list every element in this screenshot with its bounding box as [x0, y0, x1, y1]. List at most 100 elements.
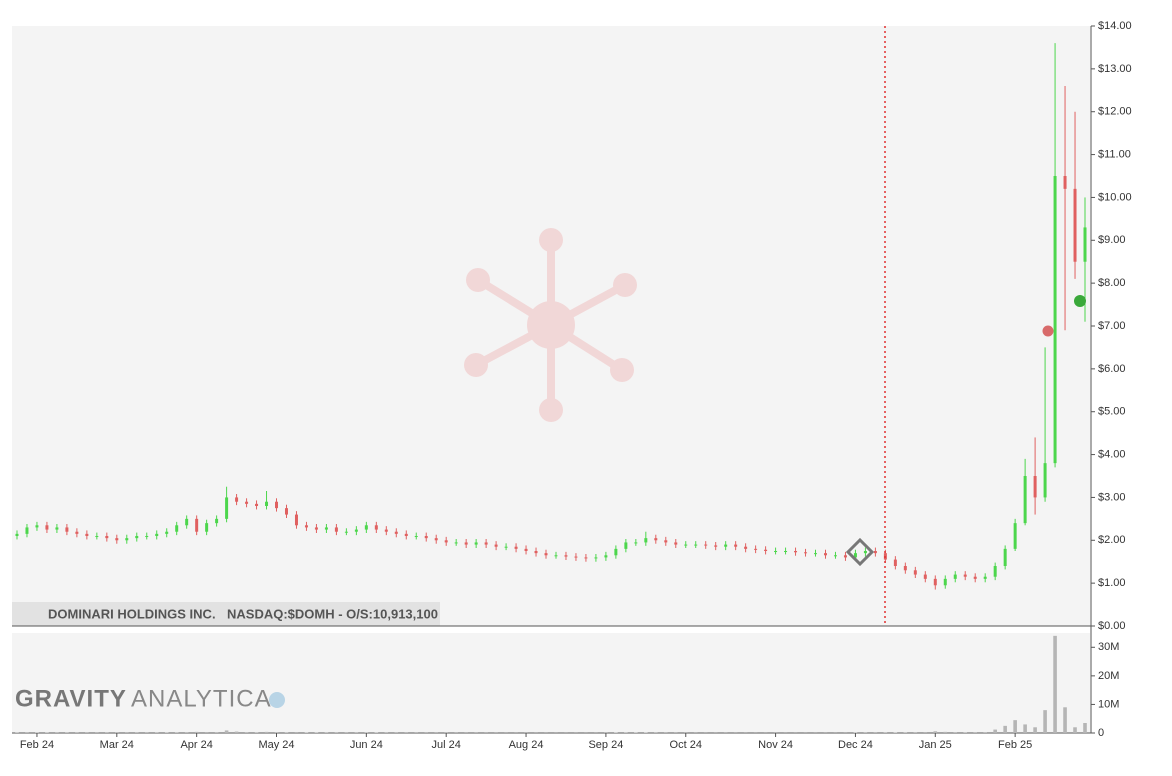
x-tick-label: Jun 24 — [350, 739, 383, 751]
candle-body — [554, 555, 557, 556]
candle-body — [135, 536, 138, 538]
candle-body — [774, 551, 777, 552]
candle-body — [205, 523, 208, 532]
y-tick-label: $2.00 — [1098, 534, 1126, 546]
candle-body — [385, 530, 388, 532]
ticker-info: NASDAQ:$DOMH - O/S:10,913,100 — [227, 606, 438, 621]
y-tick-label: $9.00 — [1098, 234, 1126, 246]
volume-bar — [1033, 727, 1037, 733]
y-tick-label: $11.00 — [1098, 148, 1131, 160]
candle-body — [984, 577, 987, 579]
volume-bar — [614, 732, 618, 733]
candle-body — [684, 545, 687, 546]
candle-body — [335, 527, 338, 531]
candle-body — [694, 545, 697, 546]
candle-body — [455, 542, 458, 543]
candle-body — [784, 551, 787, 552]
x-tick-label: Aug 24 — [509, 739, 544, 751]
volume-bar — [175, 732, 179, 733]
candle-body — [894, 560, 897, 566]
volume-bar — [245, 732, 249, 733]
candle-body — [1064, 176, 1067, 189]
brand-icon — [269, 692, 285, 708]
y-tick-label: $7.00 — [1098, 320, 1126, 332]
candle-body — [425, 536, 428, 538]
volume-bar — [1083, 723, 1087, 733]
candle-body — [744, 547, 747, 549]
candle-body — [285, 508, 288, 514]
candle-body — [1034, 476, 1037, 497]
volume-bar — [973, 732, 977, 733]
candle-body — [15, 534, 18, 536]
volume-tick-label: 10M — [1098, 698, 1119, 710]
volume-bar — [953, 732, 957, 733]
volume-bar — [624, 732, 628, 733]
candle-body — [325, 527, 328, 529]
candle-body — [604, 555, 607, 557]
candle-body — [794, 551, 797, 552]
buy-marker — [1074, 295, 1086, 307]
volume-bar — [983, 732, 987, 733]
candle-body — [395, 532, 398, 534]
candle-body — [55, 527, 58, 529]
candle-body — [844, 555, 847, 557]
candle-body — [674, 542, 677, 544]
volume-bar — [295, 732, 299, 733]
candle-body — [405, 534, 408, 536]
candle-body — [45, 525, 48, 529]
y-tick-label: $14.00 — [1098, 20, 1132, 32]
candle-body — [525, 549, 528, 551]
y-tick-label: $12.00 — [1098, 106, 1132, 118]
y-tick-label: $13.00 — [1098, 63, 1132, 75]
volume-bar — [963, 732, 967, 733]
volume-bar — [904, 732, 908, 733]
candle-body — [754, 549, 757, 550]
candle-body — [35, 525, 38, 527]
candle-body — [485, 542, 488, 544]
candle-body — [215, 519, 218, 523]
candle-body — [155, 534, 158, 536]
candle-body — [654, 538, 657, 540]
y-tick-label: $4.00 — [1098, 448, 1126, 460]
volume-bar — [285, 732, 289, 733]
candle-body — [734, 545, 737, 547]
y-tick-label: $10.00 — [1098, 191, 1132, 203]
candle-body — [824, 553, 827, 555]
y-tick-label: $5.00 — [1098, 406, 1126, 418]
volume-bar — [1063, 707, 1067, 733]
candle-body — [964, 575, 967, 577]
volume-bar — [914, 732, 918, 733]
x-tick-label: Dec 24 — [838, 739, 873, 751]
candle-body — [535, 551, 538, 553]
volume-bar — [1023, 724, 1027, 733]
volume-tick-label: 30M — [1098, 641, 1119, 653]
candle-body — [505, 547, 508, 548]
brand-light: ANALYTICA — [131, 685, 272, 712]
candle-body — [445, 540, 448, 542]
candle-body — [1004, 549, 1007, 566]
candle-body — [465, 542, 468, 544]
x-tick-label: Mar 24 — [100, 739, 134, 751]
candle-body — [764, 550, 767, 551]
candle-body — [944, 579, 947, 585]
candle-body — [704, 545, 707, 546]
y-tick-label: $8.00 — [1098, 277, 1126, 289]
y-tick-label: $1.00 — [1098, 577, 1126, 589]
volume-bar — [25, 732, 29, 733]
candle-body — [125, 538, 128, 540]
volume-bar — [933, 731, 937, 733]
candle-body — [954, 575, 957, 579]
sell-marker — [1043, 326, 1054, 337]
candle-body — [814, 553, 817, 554]
candle-body — [415, 536, 418, 537]
x-tick-label: Feb 25 — [998, 739, 1032, 751]
x-tick-label: Oct 24 — [670, 739, 702, 751]
candle-body — [874, 551, 877, 553]
y-tick-label: $3.00 — [1098, 491, 1126, 503]
volume-bar — [1053, 636, 1057, 733]
candle-body — [994, 566, 997, 577]
candle-body — [614, 549, 617, 555]
candle-body — [1044, 463, 1047, 497]
x-tick-label: Sep 24 — [588, 739, 623, 751]
candle-body — [914, 570, 917, 574]
